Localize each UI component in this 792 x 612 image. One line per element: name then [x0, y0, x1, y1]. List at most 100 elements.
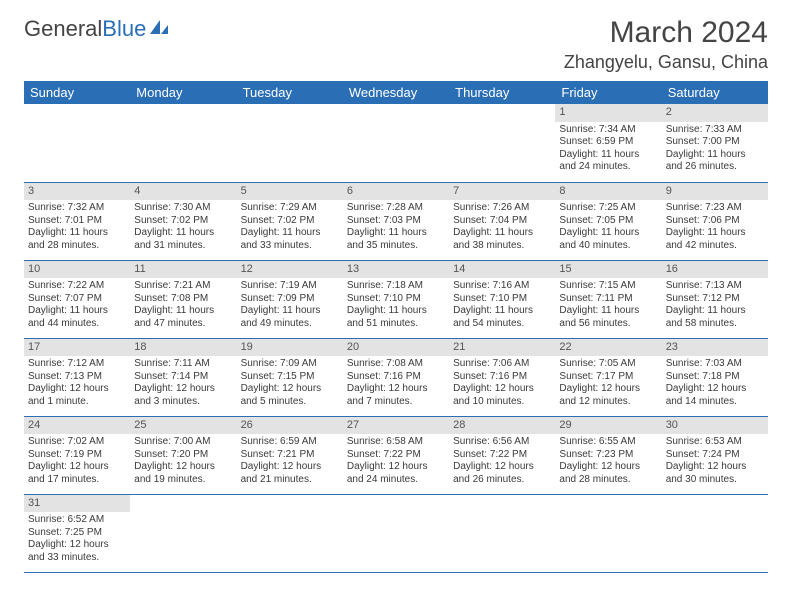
day-d2: and 5 minutes. — [241, 396, 339, 409]
day-ss: Sunset: 7:04 PM — [453, 215, 551, 228]
day-d1: Daylight: 12 hours — [28, 383, 126, 396]
day-sr: Sunrise: 7:29 AM — [241, 202, 339, 215]
calendar-day-cell: 15Sunrise: 7:15 AMSunset: 7:11 PMDayligh… — [555, 260, 661, 338]
day-d2: and 14 minutes. — [666, 396, 764, 409]
day-sr: Sunrise: 7:21 AM — [134, 280, 232, 293]
day-sr: Sunrise: 7:30 AM — [134, 202, 232, 215]
day-d2: and 24 minutes. — [347, 474, 445, 487]
calendar-header-row: SundayMondayTuesdayWednesdayThursdayFrid… — [24, 81, 768, 104]
calendar-day-cell: 27Sunrise: 6:58 AMSunset: 7:22 PMDayligh… — [343, 416, 449, 494]
logo: GeneralBlue — [24, 16, 170, 42]
calendar-week-row: 17Sunrise: 7:12 AMSunset: 7:13 PMDayligh… — [24, 338, 768, 416]
day-ss: Sunset: 7:14 PM — [134, 371, 232, 384]
day-d2: and 30 minutes. — [666, 474, 764, 487]
calendar-day-cell: 9Sunrise: 7:23 AMSunset: 7:06 PMDaylight… — [662, 182, 768, 260]
day-d2: and 51 minutes. — [347, 318, 445, 331]
day-number: 26 — [237, 417, 343, 435]
calendar-week-row: 3Sunrise: 7:32 AMSunset: 7:01 PMDaylight… — [24, 182, 768, 260]
title-block: March 2024 Zhangyelu, Gansu, China — [564, 16, 768, 73]
day-sr: Sunrise: 7:25 AM — [559, 202, 657, 215]
day-body: Sunrise: 7:08 AMSunset: 7:16 PMDaylight:… — [343, 356, 449, 410]
day-number: 15 — [555, 261, 661, 279]
logo-text-general: General — [24, 16, 102, 42]
day-d1: Daylight: 12 hours — [453, 383, 551, 396]
day-body: Sunrise: 7:23 AMSunset: 7:06 PMDaylight:… — [662, 200, 768, 254]
day-ss: Sunset: 7:09 PM — [241, 293, 339, 306]
day-body: Sunrise: 7:16 AMSunset: 7:10 PMDaylight:… — [449, 278, 555, 332]
day-number: 4 — [130, 183, 236, 201]
day-ss: Sunset: 7:21 PM — [241, 449, 339, 462]
calendar-day-cell: 4Sunrise: 7:30 AMSunset: 7:02 PMDaylight… — [130, 182, 236, 260]
calendar-day-cell: 10Sunrise: 7:22 AMSunset: 7:07 PMDayligh… — [24, 260, 130, 338]
calendar-day-cell: 19Sunrise: 7:09 AMSunset: 7:15 PMDayligh… — [237, 338, 343, 416]
day-ss: Sunset: 7:03 PM — [347, 215, 445, 228]
day-d2: and 33 minutes. — [28, 552, 126, 565]
day-d1: Daylight: 12 hours — [347, 461, 445, 474]
day-body: Sunrise: 7:22 AMSunset: 7:07 PMDaylight:… — [24, 278, 130, 332]
day-body: Sunrise: 6:58 AMSunset: 7:22 PMDaylight:… — [343, 434, 449, 488]
weekday-header: Tuesday — [237, 81, 343, 104]
calendar-day-cell: 8Sunrise: 7:25 AMSunset: 7:05 PMDaylight… — [555, 182, 661, 260]
day-number: 11 — [130, 261, 236, 279]
calendar-day-cell: 16Sunrise: 7:13 AMSunset: 7:12 PMDayligh… — [662, 260, 768, 338]
day-ss: Sunset: 7:02 PM — [241, 215, 339, 228]
day-d2: and 47 minutes. — [134, 318, 232, 331]
calendar-week-row: 10Sunrise: 7:22 AMSunset: 7:07 PMDayligh… — [24, 260, 768, 338]
day-sr: Sunrise: 7:22 AM — [28, 280, 126, 293]
day-body: Sunrise: 6:53 AMSunset: 7:24 PMDaylight:… — [662, 434, 768, 488]
day-d2: and 35 minutes. — [347, 240, 445, 253]
calendar-day-cell: 29Sunrise: 6:55 AMSunset: 7:23 PMDayligh… — [555, 416, 661, 494]
day-d1: Daylight: 11 hours — [559, 227, 657, 240]
day-body: Sunrise: 7:34 AMSunset: 6:59 PMDaylight:… — [555, 122, 661, 176]
calendar-day-cell: 22Sunrise: 7:05 AMSunset: 7:17 PMDayligh… — [555, 338, 661, 416]
day-number: 28 — [449, 417, 555, 435]
calendar-day-cell: 3Sunrise: 7:32 AMSunset: 7:01 PMDaylight… — [24, 182, 130, 260]
day-body: Sunrise: 7:26 AMSunset: 7:04 PMDaylight:… — [449, 200, 555, 254]
day-sr: Sunrise: 6:53 AM — [666, 436, 764, 449]
calendar-day-cell: 7Sunrise: 7:26 AMSunset: 7:04 PMDaylight… — [449, 182, 555, 260]
calendar-week-row: 31Sunrise: 6:52 AMSunset: 7:25 PMDayligh… — [24, 494, 768, 572]
day-body: Sunrise: 6:52 AMSunset: 7:25 PMDaylight:… — [24, 512, 130, 566]
day-d2: and 58 minutes. — [666, 318, 764, 331]
day-ss: Sunset: 7:24 PM — [666, 449, 764, 462]
day-body: Sunrise: 6:56 AMSunset: 7:22 PMDaylight:… — [449, 434, 555, 488]
day-ss: Sunset: 7:05 PM — [559, 215, 657, 228]
day-body: Sunrise: 7:30 AMSunset: 7:02 PMDaylight:… — [130, 200, 236, 254]
day-d1: Daylight: 11 hours — [453, 227, 551, 240]
calendar-day-cell: 25Sunrise: 7:00 AMSunset: 7:20 PMDayligh… — [130, 416, 236, 494]
calendar-day-cell: 28Sunrise: 6:56 AMSunset: 7:22 PMDayligh… — [449, 416, 555, 494]
day-d2: and 19 minutes. — [134, 474, 232, 487]
day-d1: Daylight: 11 hours — [666, 305, 764, 318]
day-ss: Sunset: 7:25 PM — [28, 527, 126, 540]
day-d1: Daylight: 12 hours — [347, 383, 445, 396]
day-d2: and 38 minutes. — [453, 240, 551, 253]
calendar-day-cell: 30Sunrise: 6:53 AMSunset: 7:24 PMDayligh… — [662, 416, 768, 494]
day-ss: Sunset: 7:23 PM — [559, 449, 657, 462]
calendar-day-cell: 31Sunrise: 6:52 AMSunset: 7:25 PMDayligh… — [24, 494, 130, 572]
day-body: Sunrise: 6:59 AMSunset: 7:21 PMDaylight:… — [237, 434, 343, 488]
day-body: Sunrise: 7:03 AMSunset: 7:18 PMDaylight:… — [662, 356, 768, 410]
weekday-header: Wednesday — [343, 81, 449, 104]
page-title: March 2024 — [564, 16, 768, 50]
day-ss: Sunset: 7:10 PM — [347, 293, 445, 306]
day-number: 6 — [343, 183, 449, 201]
day-sr: Sunrise: 7:08 AM — [347, 358, 445, 371]
day-sr: Sunrise: 7:19 AM — [241, 280, 339, 293]
calendar-day-cell: 6Sunrise: 7:28 AMSunset: 7:03 PMDaylight… — [343, 182, 449, 260]
day-sr: Sunrise: 6:58 AM — [347, 436, 445, 449]
day-d2: and 33 minutes. — [241, 240, 339, 253]
day-d2: and 10 minutes. — [453, 396, 551, 409]
day-ss: Sunset: 7:07 PM — [28, 293, 126, 306]
day-d1: Daylight: 12 hours — [453, 461, 551, 474]
day-d1: Daylight: 12 hours — [28, 461, 126, 474]
calendar-day-cell — [449, 494, 555, 572]
day-d1: Daylight: 11 hours — [666, 149, 764, 162]
day-ss: Sunset: 7:16 PM — [453, 371, 551, 384]
calendar-week-row: 1Sunrise: 7:34 AMSunset: 6:59 PMDaylight… — [24, 104, 768, 182]
day-number: 13 — [343, 261, 449, 279]
calendar-day-cell — [237, 494, 343, 572]
day-body: Sunrise: 7:00 AMSunset: 7:20 PMDaylight:… — [130, 434, 236, 488]
day-number: 27 — [343, 417, 449, 435]
day-ss: Sunset: 7:11 PM — [559, 293, 657, 306]
day-number: 20 — [343, 339, 449, 357]
